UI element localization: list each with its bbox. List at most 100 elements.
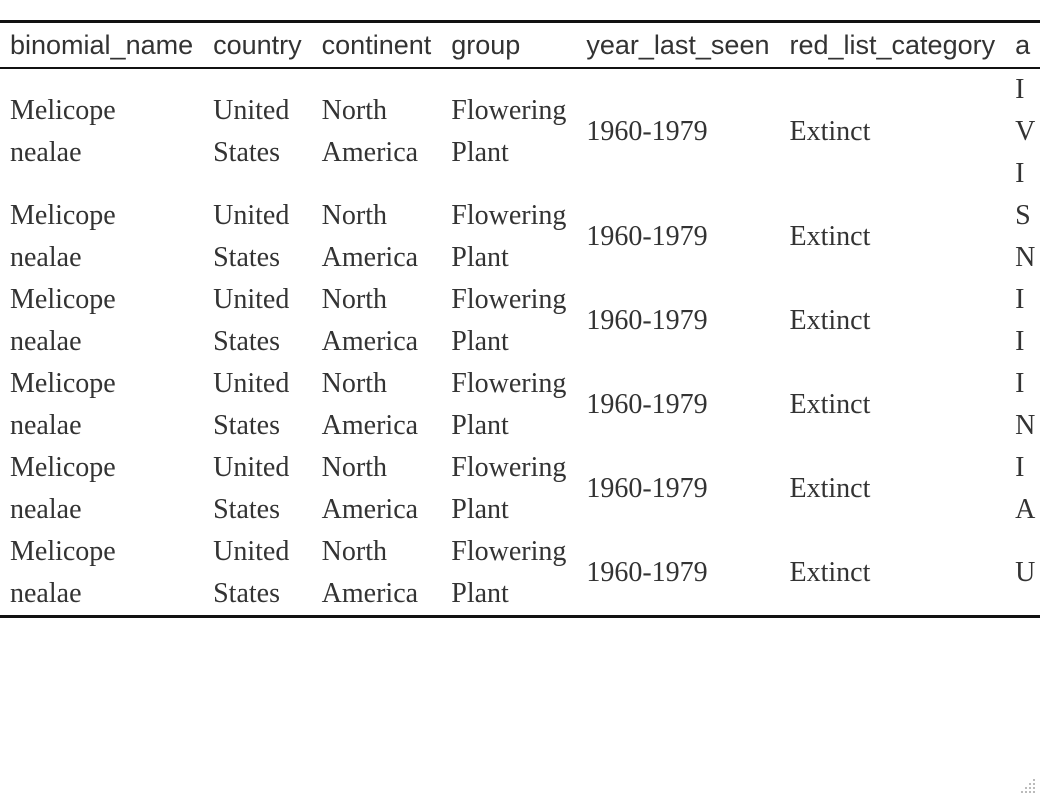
cell-country-line: United: [213, 95, 290, 126]
table-row: Melicope nealae United States North America Fl…: [0, 447, 1040, 531]
cell-continent: North America: [312, 447, 442, 531]
cell-binomial-name-line: nealae: [10, 410, 82, 441]
cell-group: Flowering Plant: [441, 531, 576, 617]
column-header-country[interactable]: country: [203, 21, 312, 69]
cell-group: Flowering Plant: [441, 195, 576, 279]
cell-continent-line: America: [321, 578, 419, 609]
cell-red-list-category: Extinct: [789, 221, 871, 252]
cell-binomial-name-line: Melicope: [10, 536, 116, 567]
cell-binomial-name-line: Melicope: [10, 368, 116, 399]
column-header-continent[interactable]: continent: [311, 21, 442, 69]
cell-truncated-line: I: [1015, 326, 1025, 357]
cell-group-line: Flowering: [451, 536, 567, 567]
cell-binomial-name: Melicope nealae: [0, 363, 203, 447]
cell-country-line: States: [213, 578, 280, 609]
cell-year-last-seen: 1960-1979: [586, 473, 708, 504]
cell-binomial-name-line: nealae: [10, 494, 82, 525]
cell-group-line: Plant: [451, 494, 509, 525]
cell-group-line: Plant: [451, 242, 509, 273]
cell-country-line: United: [213, 368, 290, 399]
cell-year-last-seen: 1960-1979: [586, 557, 708, 588]
column-header-truncated[interactable]: a: [1005, 21, 1040, 69]
cell-country-line: States: [213, 137, 280, 168]
cell-truncated-line: I: [1015, 158, 1025, 189]
cell-truncated-line: U: [1015, 557, 1036, 588]
cell-binomial-name-line: Melicope: [10, 284, 116, 315]
cell-country: United States: [203, 68, 312, 195]
cell-continent-line: North: [321, 452, 387, 483]
table-header: binomial_name country continent group ye…: [0, 21, 1040, 69]
cell-binomial-name-line: Melicope: [10, 200, 116, 231]
cell-group: Flowering Plant: [441, 279, 576, 363]
cell-red-list-category: Extinct: [789, 305, 871, 336]
cell-binomial-name: Melicope nealae: [0, 68, 203, 195]
cell-country-line: United: [213, 452, 290, 483]
cell-country-line: States: [213, 326, 280, 357]
cell-group: Flowering Plant: [441, 363, 576, 447]
cell-year-last-seen: 1960-1979: [586, 305, 708, 336]
cell-binomial-name: Melicope nealae: [0, 447, 203, 531]
cell-continent: North America: [312, 195, 442, 279]
cell-continent-line: America: [321, 137, 419, 168]
cell-country-line: United: [213, 200, 290, 231]
cell-truncated-line: I: [1015, 368, 1025, 399]
cell-red-list-category: Extinct: [789, 389, 871, 420]
cell-year-last-seen: 1960-1979: [586, 389, 708, 420]
cell-country-line: United: [213, 536, 290, 567]
cell-binomial-name-line: Melicope: [10, 452, 116, 483]
cell-continent-line: America: [321, 242, 419, 273]
cell-truncated-line: S: [1015, 200, 1031, 231]
cell-year-last-seen: 1960-1979: [586, 116, 708, 147]
cell-truncated-line: N: [1015, 242, 1036, 273]
cell-country: United States: [203, 363, 312, 447]
column-header-year-last-seen[interactable]: year_last_seen: [576, 21, 780, 69]
cell-country-line: States: [213, 494, 280, 525]
column-header-group[interactable]: group: [441, 21, 577, 69]
cell-country: United States: [203, 279, 312, 363]
cell-group-line: Plant: [451, 137, 509, 168]
cell-truncated-line: N: [1015, 410, 1036, 441]
table-row: Melicope nealae United States North America Fl…: [0, 363, 1040, 447]
cell-group: Flowering Plant: [441, 68, 576, 195]
data-table: binomial_name country continent group ye…: [0, 20, 1040, 618]
header-row: binomial_name country continent group ye…: [0, 21, 1040, 69]
cell-group-line: Flowering: [451, 200, 567, 231]
cell-continent-line: America: [321, 410, 419, 441]
cell-country-line: States: [213, 410, 280, 441]
table-row: Melicope nealae United States North America Fl…: [0, 195, 1040, 279]
cell-continent: North America: [312, 279, 442, 363]
cell-country: United States: [203, 447, 312, 531]
table-row: Melicope nealae United States North America Fl…: [0, 279, 1040, 363]
cell-continent-line: North: [321, 200, 387, 231]
table-row: Melicope nealae United States North America Fl…: [0, 531, 1040, 617]
cell-truncated-line: I: [1015, 74, 1025, 105]
cell-truncated-line: V: [1015, 116, 1036, 147]
cell-binomial-name-line: nealae: [10, 242, 82, 273]
cell-continent-line: North: [321, 95, 387, 126]
cell-continent-line: America: [321, 326, 419, 357]
cell-group: Flowering Plant: [441, 447, 576, 531]
cell-continent-line: North: [321, 368, 387, 399]
cell-continent-line: America: [321, 494, 419, 525]
cell-year-last-seen: 1960-1979: [586, 221, 708, 252]
table-row: Melicope nealae United States North America Fl…: [0, 68, 1040, 195]
cell-group-line: Plant: [451, 578, 509, 609]
cell-red-list-category: Extinct: [789, 116, 871, 147]
cell-country-line: States: [213, 242, 280, 273]
resize-grip-icon[interactable]: [1016, 774, 1038, 796]
cell-group-line: Plant: [451, 326, 509, 357]
cell-continent: North America: [312, 68, 442, 195]
cell-country: United States: [203, 531, 312, 617]
column-header-binomial-name[interactable]: binomial_name: [0, 21, 204, 69]
cell-country-line: United: [213, 284, 290, 315]
cell-binomial-name: Melicope nealae: [0, 531, 203, 617]
cell-continent: North America: [312, 531, 442, 617]
cell-truncated-line: A: [1015, 494, 1036, 525]
cell-binomial-name-line: nealae: [10, 326, 82, 357]
column-header-red-list-category[interactable]: red_list_category: [779, 21, 1006, 69]
cell-binomial-name-line: nealae: [10, 137, 82, 168]
cell-binomial-name-line: nealae: [10, 578, 82, 609]
